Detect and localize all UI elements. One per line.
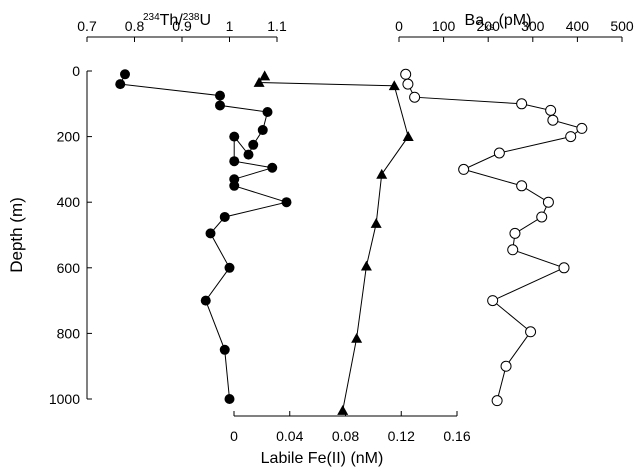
ba-point xyxy=(409,91,421,103)
fe-point xyxy=(253,76,265,87)
ba-point xyxy=(525,326,537,338)
ba-tick-label: 0 xyxy=(395,18,403,34)
th_u-point xyxy=(120,69,130,80)
th_u-point xyxy=(215,100,225,111)
depth-tick-label: 0 xyxy=(72,63,80,79)
fe-tick-label: 0.16 xyxy=(443,428,470,444)
ba-tick-label: 200 xyxy=(477,18,501,34)
th_u-point xyxy=(281,197,292,208)
ba-point xyxy=(516,180,528,192)
fe-point xyxy=(402,131,414,141)
fe-axis: 0 0.04 0.08 0.12 0.16 Labile Fe(II) (nM) xyxy=(230,411,471,467)
th_u-point xyxy=(248,139,259,150)
depth-axis-title: Depth (m) xyxy=(7,197,26,273)
ba-tick-label: 400 xyxy=(566,18,590,34)
ba-ticks: 0 100 200 300 400 500 xyxy=(395,18,634,42)
fe-axis-title: Labile Fe(II) (nM) xyxy=(261,450,384,467)
depth-tick-label: 800 xyxy=(57,325,81,341)
ba-point xyxy=(487,295,499,307)
ba-tick-label: 100 xyxy=(432,18,456,34)
ba-series xyxy=(400,68,588,407)
th-u-axis: 0.7 0.8 0.9 1 1.1 234Th/238U xyxy=(77,12,287,42)
ba-point xyxy=(491,395,503,407)
ba-point xyxy=(565,131,577,143)
th_u-tick-label: 0.9 xyxy=(172,18,192,34)
ba-tick-label: 300 xyxy=(521,18,545,34)
fe-point xyxy=(376,168,388,179)
ba-point xyxy=(458,163,470,175)
th-u-axis-title: 234Th/238U xyxy=(143,12,211,29)
ba-point xyxy=(493,147,505,159)
ba-point xyxy=(558,262,570,274)
fe-series-line xyxy=(258,75,409,411)
ba-point xyxy=(576,122,588,134)
ba-point xyxy=(400,68,412,80)
th_u-point xyxy=(205,228,216,239)
th_u-point xyxy=(229,131,240,142)
th_u-point xyxy=(229,180,240,191)
th_u-point xyxy=(215,90,225,101)
depth-tick-label: 600 xyxy=(57,260,81,276)
fe-point xyxy=(351,332,363,343)
ba-point xyxy=(547,114,559,126)
th_u-point xyxy=(229,156,240,167)
th_u-point xyxy=(219,344,230,355)
ba-point xyxy=(500,360,512,372)
fe-tick-label: 0 xyxy=(230,428,238,444)
ba-point xyxy=(545,104,557,116)
fe-tick-label: 0.04 xyxy=(276,428,303,444)
depth-axis: 0 200 400 600 800 1000 Depth (m) xyxy=(7,63,92,407)
ba-tick-label: 500 xyxy=(610,18,634,34)
th_u-tick-label: 1 xyxy=(226,18,234,34)
series-layer xyxy=(115,68,588,415)
fe-series xyxy=(253,70,414,415)
th_u-point xyxy=(200,295,211,306)
depth-tick-label: 1000 xyxy=(49,391,80,407)
depth-ticks: 0 200 400 600 800 1000 xyxy=(49,63,92,407)
th_u-tick-label: 0.8 xyxy=(125,18,145,34)
th_u-tick-label: 0.7 xyxy=(77,18,97,34)
th_u-series xyxy=(115,69,292,404)
ba-point xyxy=(542,196,554,208)
th_u-point xyxy=(243,149,254,160)
th_u-point xyxy=(219,211,230,222)
fe-point xyxy=(388,80,400,91)
ba-axis-title: Baxs (pM) xyxy=(465,12,532,33)
fe-ticks: 0 0.04 0.08 0.12 0.16 xyxy=(230,411,471,444)
ba-point xyxy=(402,78,414,90)
fe-tick-label: 0.12 xyxy=(388,428,415,444)
depth-tick-label: 200 xyxy=(57,129,81,145)
ba-point xyxy=(507,244,519,256)
depth-tick-label: 400 xyxy=(57,194,81,210)
th-u-ticks: 0.7 0.8 0.9 1 1.1 xyxy=(77,18,287,42)
ba-point xyxy=(536,211,548,223)
fe-tick-label: 0.08 xyxy=(332,428,359,444)
fe-point xyxy=(259,70,271,81)
ba-point xyxy=(509,227,521,239)
th_u-series-line xyxy=(119,74,289,400)
th_u-point xyxy=(262,107,273,117)
fe-point xyxy=(370,218,382,228)
ba-axis: 0 100 200 300 400 500 Baxs (pM) xyxy=(395,12,634,42)
ba-point xyxy=(516,98,528,110)
fe-point xyxy=(337,404,349,415)
th_u-point xyxy=(267,162,278,173)
th_u-tick-label: 1.1 xyxy=(267,18,287,34)
th_u-point xyxy=(257,125,268,136)
th_u-point xyxy=(115,79,126,90)
th_u-point xyxy=(224,262,235,273)
fe-point xyxy=(360,260,372,271)
th_u-point xyxy=(224,394,235,404)
